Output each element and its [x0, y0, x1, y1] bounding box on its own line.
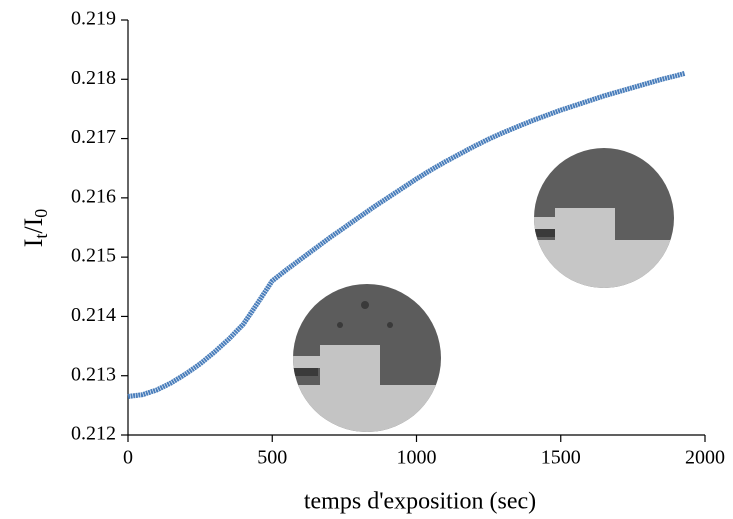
y-label-part: /I: [19, 218, 48, 234]
x-axis-label: temps d'exposition (sec): [304, 489, 536, 515]
inset-image: [293, 284, 441, 432]
y-label-part: I: [19, 239, 48, 248]
y-tick-label: 0.219: [71, 8, 116, 30]
y-label-sub: t: [31, 234, 51, 239]
y-tick-label: 0.212: [71, 423, 116, 445]
x-tick-label: 500: [257, 447, 287, 469]
y-tick-label: 0.213: [71, 363, 116, 385]
y-tick-label: 0.214: [71, 304, 116, 326]
y-label-sub: 0: [31, 209, 51, 218]
x-tick-label: 2000: [685, 447, 725, 469]
y-tick-label: 0.217: [71, 126, 116, 148]
x-tick-label: 0: [123, 447, 133, 469]
data-line: [127, 70, 686, 399]
x-tick-label: 1500: [541, 447, 581, 469]
inset-image: [534, 148, 674, 288]
y-tick-label: 0.216: [71, 185, 116, 207]
y-tick-label: 0.218: [71, 67, 116, 89]
y-tick-label: 0.215: [71, 245, 116, 267]
y-axis-label: It/I0: [19, 209, 51, 248]
x-tick-label: 1000: [397, 447, 437, 469]
